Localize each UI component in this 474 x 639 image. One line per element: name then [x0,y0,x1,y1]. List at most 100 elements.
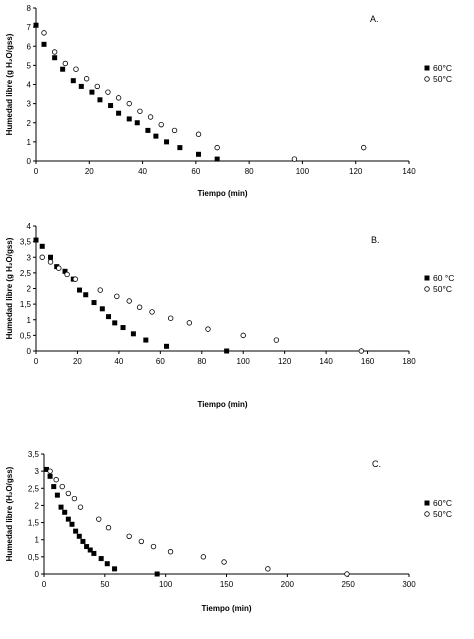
panel-label: A. [370,14,379,24]
data-point [56,265,62,271]
x-axis-title: Tiempo (min) [197,189,247,198]
y-tick-label: 3,5 [28,450,40,459]
y-tick-label: 3 [35,467,40,476]
y-tick-label: 4 [27,222,32,231]
data-point [83,292,89,298]
data-point [136,304,143,310]
data-point [200,554,207,560]
x-axis-title: Tiempo (min) [197,400,247,409]
data-point [41,41,47,47]
y-axis-title: Humedad libre (g H₂O/gss) [5,237,14,339]
data-point [195,131,202,137]
y-tick-label: 5 [27,61,32,70]
x-tick-label: 250 [341,580,355,589]
legend-marker [424,286,430,292]
data-point [361,144,367,151]
data-point [149,309,155,315]
data-point [52,55,58,61]
data-point [73,528,79,534]
data-point [112,566,118,572]
legend-marker [424,511,430,517]
data-point [94,83,100,90]
data-point [273,337,280,343]
data-point [39,243,45,249]
data-point [80,538,86,544]
y-tick-label: 7 [27,23,32,32]
data-point [143,337,149,343]
data-point [51,49,58,55]
data-point [205,326,211,332]
data-point [73,66,79,72]
data-point [60,66,66,72]
x-tick-label: 40 [114,357,123,366]
legend-label: 50°C [433,74,452,84]
data-point [43,466,49,472]
data-point [91,550,97,556]
data-point [358,348,365,354]
data-point [97,287,103,293]
data-point [64,271,70,278]
panel-label: C. [372,459,381,469]
data-point [47,473,53,479]
y-tick-label: 1 [27,316,32,325]
data-point [115,95,122,101]
data-point [48,254,54,260]
data-point [84,544,90,550]
data-point [71,495,78,502]
x-tick-label: 100 [237,357,251,366]
data-point [87,547,93,553]
data-point [89,89,95,95]
x-tick-label: 120 [349,167,363,176]
data-point [196,151,202,157]
data-point [108,103,114,109]
y-tick-label: 0,5 [20,331,32,340]
legend-label: 60 °C [433,273,454,283]
data-point [158,121,164,128]
data-point [126,116,132,122]
data-point [138,538,145,545]
y-tick-label: 0 [27,157,32,166]
data-point [77,504,84,510]
data-point [59,483,65,490]
data-point [224,348,230,354]
data-point [33,22,39,28]
data-point [344,571,350,577]
data-point [126,100,132,107]
data-point [54,492,60,498]
data-point [77,287,83,293]
legend-label: 50°C [433,509,452,519]
data-point [62,60,69,67]
data-point [62,509,68,515]
x-tick-label: 100 [159,580,173,589]
data-point [291,156,298,162]
data-point [167,549,174,555]
data-point [104,561,110,567]
y-axis-title: Humedad libre (g H₂O/gss) [5,33,14,135]
y-tick-label: 2,5 [28,484,40,493]
data-point [47,259,54,265]
data-point [240,332,246,339]
x-tick-label: 0 [42,580,47,589]
x-tick-label: 160 [361,357,375,366]
x-tick-label: 20 [85,167,94,176]
data-point [116,110,122,116]
data-point [78,83,84,89]
x-tick-label: 0 [34,167,39,176]
y-tick-label: 0 [35,570,40,579]
data-point [154,571,160,577]
x-tick-label: 140 [319,357,333,366]
data-point [98,556,104,562]
data-point [145,127,151,133]
y-tick-label: 0 [27,347,32,356]
y-tick-label: 2 [27,285,32,294]
data-point [214,156,220,162]
y-tick-label: 1,5 [28,519,40,528]
data-point [126,533,132,539]
y-tick-label: 3 [27,253,32,262]
data-point [105,525,112,531]
data-point [33,237,39,243]
data-point [65,490,72,497]
x-tick-label: 40 [138,167,147,176]
x-tick-label: 80 [245,167,254,176]
